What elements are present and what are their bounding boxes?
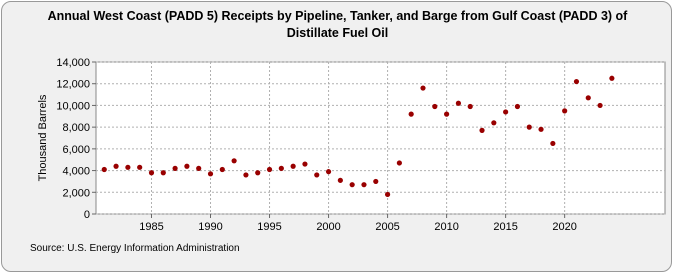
x-tick-label: 2010 <box>434 221 458 233</box>
point <box>113 163 119 169</box>
point <box>585 95 591 101</box>
point <box>290 163 296 169</box>
point <box>349 182 355 188</box>
point <box>302 161 308 167</box>
point <box>597 102 603 109</box>
point <box>491 120 497 126</box>
point <box>503 109 509 115</box>
x-tick-label: 1985 <box>139 221 163 233</box>
point <box>266 166 273 173</box>
point <box>384 191 391 198</box>
point <box>467 103 473 110</box>
y-tick-label: 12,000 <box>56 79 90 91</box>
point <box>538 126 544 132</box>
point <box>160 170 166 176</box>
y-tick-label: 0 <box>84 209 90 221</box>
x-tick-label: 2005 <box>375 221 399 233</box>
point <box>255 170 261 176</box>
point <box>361 182 367 188</box>
x-tick-label: 2020 <box>552 221 576 233</box>
point <box>408 111 414 117</box>
point <box>101 166 107 173</box>
y-tick-label: 6,000 <box>62 144 90 156</box>
chart-title: Annual West Coast (PADD 5) Receipts by P… <box>47 9 628 40</box>
point <box>278 165 284 171</box>
y-tick-label: 14,000 <box>56 57 90 69</box>
x-tick-label: 1990 <box>198 221 222 233</box>
source-note: Source: U.S. Energy Information Administ… <box>30 243 240 254</box>
point <box>325 169 332 175</box>
point <box>514 103 521 110</box>
point <box>314 172 320 178</box>
y-tick-label: 2,000 <box>62 187 90 199</box>
plot-area <box>95 61 666 215</box>
point <box>337 177 343 183</box>
point <box>432 103 438 110</box>
y-tick-label: 4,000 <box>62 166 90 178</box>
point <box>207 171 214 177</box>
y-tick-label: 8,000 <box>62 122 90 134</box>
y-axis-label: Thousand Barrels <box>37 94 49 181</box>
point <box>373 178 379 185</box>
point <box>526 124 532 130</box>
point <box>125 164 131 170</box>
point <box>550 140 556 147</box>
point <box>148 170 155 176</box>
x-tick-label: 2000 <box>316 221 340 233</box>
point <box>420 85 426 91</box>
point <box>609 75 615 81</box>
point <box>455 100 462 106</box>
point <box>396 160 402 166</box>
point <box>573 78 580 85</box>
point <box>172 165 178 171</box>
point <box>184 163 190 169</box>
point <box>137 164 143 170</box>
point <box>196 165 202 171</box>
point <box>562 108 568 114</box>
y-tick-label: 10,000 <box>56 100 90 112</box>
x-tick-label: 2015 <box>493 221 517 233</box>
point <box>219 166 225 173</box>
point <box>479 127 485 133</box>
point <box>444 111 450 117</box>
point <box>243 172 249 178</box>
x-tick-label: 1995 <box>257 221 281 233</box>
point <box>231 158 237 164</box>
